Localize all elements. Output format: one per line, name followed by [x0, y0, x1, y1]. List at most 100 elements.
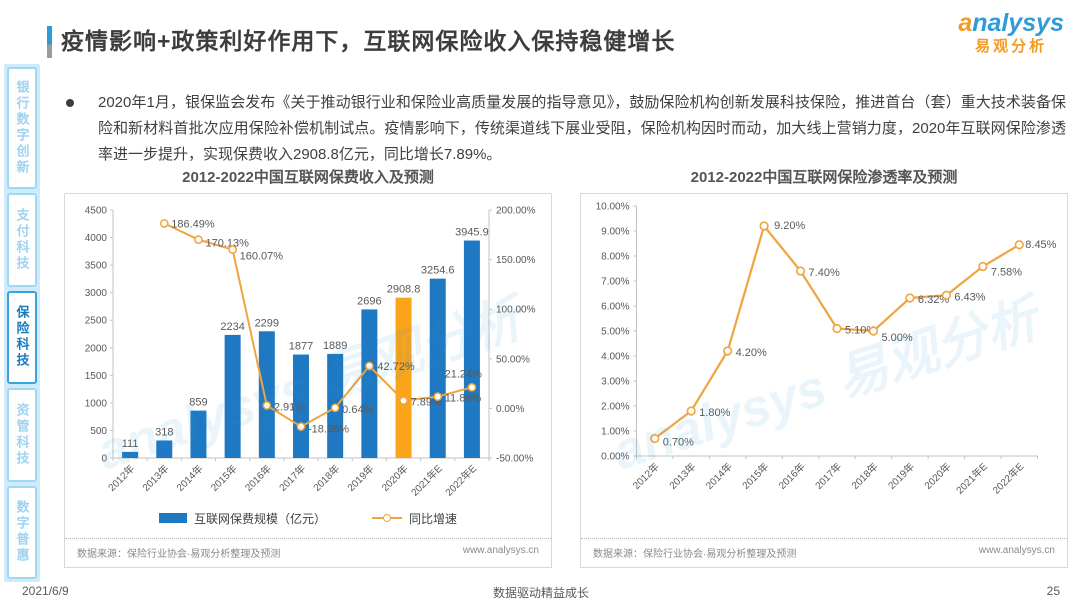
svg-text:5.00%: 5.00%: [881, 332, 912, 344]
svg-text:50.00%: 50.00%: [496, 354, 530, 365]
svg-text:1000: 1000: [85, 398, 108, 409]
svg-text:318: 318: [155, 426, 173, 438]
svg-text:2908.8: 2908.8: [387, 284, 421, 296]
svg-text:2.91%: 2.91%: [274, 402, 305, 414]
svg-text:8.00%: 8.00%: [601, 252, 629, 263]
svg-text:2014年: 2014年: [174, 462, 206, 494]
svg-text:1.80%: 1.80%: [699, 407, 730, 419]
svg-text:2018年: 2018年: [849, 460, 881, 492]
svg-text:2015年: 2015年: [208, 462, 240, 494]
svg-text:10.00%: 10.00%: [596, 202, 630, 213]
svg-text:3254.6: 3254.6: [421, 265, 455, 277]
svg-text:42.72%: 42.72%: [377, 361, 415, 373]
svg-text:2019年: 2019年: [885, 460, 917, 492]
svg-text:2019年: 2019年: [344, 462, 376, 494]
legend-item-line-series: 同比增速: [372, 510, 457, 527]
sidebar-item-payment-tech[interactable]: 支付科技: [7, 193, 37, 287]
svg-text:8.45%: 8.45%: [1025, 239, 1056, 251]
legend-item-bar-series: 互联网保费规模（亿元）: [158, 510, 326, 527]
legend-label-bar-series: 互联网保费规模（亿元）: [193, 511, 326, 526]
svg-text:7.89%: 7.89%: [411, 397, 442, 409]
svg-text:6.32%: 6.32%: [918, 294, 949, 306]
svg-text:4.20%: 4.20%: [736, 347, 767, 359]
svg-text:500: 500: [90, 426, 107, 437]
chart-panel-penetration-rate: analysys 易观分析 0.00% 1.00% 2.00% 3.00% 4.00% 5…: [580, 193, 1068, 568]
svg-text:0: 0: [101, 454, 107, 465]
analysys-site-link[interactable]: www.analysys.cn: [978, 545, 1055, 556]
sidebar-item-digital-inclusion[interactable]: 数字普惠: [7, 485, 37, 579]
bar-series-swatch-icon: [158, 513, 187, 523]
svg-text:-18.36%: -18.36%: [308, 424, 349, 436]
footer: 2021/6/9 数据驱动精益成长 25: [22, 584, 1060, 602]
sidebar-item-insurance-tech[interactable]: 保险科技: [7, 290, 37, 385]
svg-text:2234: 2234: [220, 321, 244, 333]
chart-title-premium-income: 2012-2022中国互联网保费收入及预测: [182, 169, 434, 186]
svg-text:200.00%: 200.00%: [496, 206, 536, 217]
axes: 0.00% 1.00% 2.00% 3.00% 4.00% 5.00% 6.00% 7.00%…: [596, 202, 1038, 463]
svg-text:2016年: 2016年: [242, 462, 274, 494]
footer-date: 2021/6/9: [22, 584, 69, 598]
svg-text:21.24%: 21.24%: [445, 368, 483, 380]
svg-text:2021年E: 2021年E: [953, 460, 990, 497]
source-row: 数据来源：保险行业协会·易观分析整理及预测 www.analysys.cn: [65, 538, 551, 567]
svg-text:4000: 4000: [85, 233, 108, 244]
svg-text:2000: 2000: [85, 343, 108, 354]
svg-text:11.89%: 11.89%: [445, 393, 482, 405]
sidebar-item-asset-mgmt-tech[interactable]: 资管科技: [7, 388, 37, 482]
svg-text:2299: 2299: [255, 317, 279, 329]
svg-text:-50.00%: -50.00%: [496, 454, 533, 465]
data-source-note: 数据来源：保险行业协会·易观分析整理及预测: [77, 549, 281, 560]
svg-text:186.49%: 186.49%: [171, 218, 215, 230]
charts-area: 2012-2022中国互联网保费收入及预测 analysys 易观分析 0 500…: [64, 166, 1068, 568]
svg-text:3.00%: 3.00%: [601, 377, 629, 388]
svg-text:2017年: 2017年: [276, 462, 308, 494]
penetration-line-series: 0.70% 1.80% 4.20% 9.20% 7.40% 5.10% 5.00% 6.32%…: [650, 220, 1057, 449]
svg-text:0.00%: 0.00%: [601, 452, 629, 463]
brand-logo-en: analysys: [958, 9, 1064, 37]
svg-text:0.64%: 0.64%: [342, 404, 373, 416]
svg-text:5.10%: 5.10%: [845, 325, 876, 337]
chart-panel-premium-income: analysys 易观分析 0 500 1000 1500 2000 2500 3000 35…: [64, 193, 552, 568]
svg-text:160.07%: 160.07%: [240, 251, 284, 263]
svg-text:2012年: 2012年: [105, 462, 137, 494]
key-finding-text: 2020年1月，银保监会发布《关于推动银行业和保险业高质量发展的指导意见》，鼓励…: [98, 94, 1066, 163]
svg-text:1877: 1877: [289, 341, 313, 353]
svg-text:9.00%: 9.00%: [601, 227, 629, 238]
svg-text:2.00%: 2.00%: [601, 402, 629, 413]
svg-text:2017年: 2017年: [812, 460, 844, 492]
svg-text:2013年: 2013年: [666, 460, 698, 492]
svg-text:7.40%: 7.40%: [809, 267, 840, 279]
key-finding: 2020年1月，银保监会发布《关于推动银行业和保险业高质量发展的指导意见》，鼓励…: [66, 90, 1066, 168]
svg-text:2696: 2696: [357, 295, 381, 307]
svg-text:1500: 1500: [85, 371, 108, 382]
footer-slogan: 数据驱动精益成长: [492, 586, 589, 600]
svg-text:2014年: 2014年: [703, 460, 735, 492]
analysys-site-link[interactable]: www.analysys.cn: [462, 545, 539, 556]
chart-legend: 互联网保费规模（亿元） 同比增速: [65, 506, 551, 530]
svg-text:2020年: 2020年: [379, 462, 411, 494]
bullet-icon: [66, 99, 74, 107]
svg-text:859: 859: [189, 397, 207, 409]
svg-text:0.70%: 0.70%: [663, 437, 694, 449]
svg-text:170.13%: 170.13%: [205, 238, 249, 250]
title-accent-bar: [47, 26, 52, 58]
svg-text:2020年: 2020年: [921, 460, 953, 492]
svg-text:6.00%: 6.00%: [601, 302, 629, 313]
svg-text:3000: 3000: [85, 288, 108, 299]
svg-text:150.00%: 150.00%: [496, 255, 536, 266]
svg-text:3500: 3500: [85, 261, 108, 272]
x-axis-labels: 2012年 2013年 2014年 2015年 2016年 2017年 2018年 2019年…: [105, 462, 479, 499]
premium-income-combo-chart: 0 500 1000 1500 2000 2500 3000 3500 4000 4500 -50.…: [85, 206, 536, 499]
svg-text:2016年: 2016年: [776, 460, 808, 492]
chart-title-penetration-rate: 2012-2022中国互联网保险渗透率及预测: [690, 169, 958, 186]
bar-series: 111 318 859 2234 2299 1877 1889 2696 2908.83254.…: [122, 227, 489, 458]
svg-text:2021年E: 2021年E: [408, 462, 445, 499]
sidebar-item-bank-digital-innovation[interactable]: 银行数字创新: [7, 67, 37, 190]
svg-text:0.00%: 0.00%: [496, 404, 524, 415]
svg-text:5.00%: 5.00%: [601, 327, 629, 338]
sidebar: 银行数字创新 支付科技 保险科技 资管科技 数字普惠: [4, 64, 40, 582]
chart-section-penetration-rate: 2012-2022中国互联网保险渗透率及预测 analysys 易观分析 0.0…: [580, 166, 1068, 568]
svg-text:2022年E: 2022年E: [442, 462, 479, 499]
brand-logo-cn: 易观分析: [975, 37, 1048, 55]
